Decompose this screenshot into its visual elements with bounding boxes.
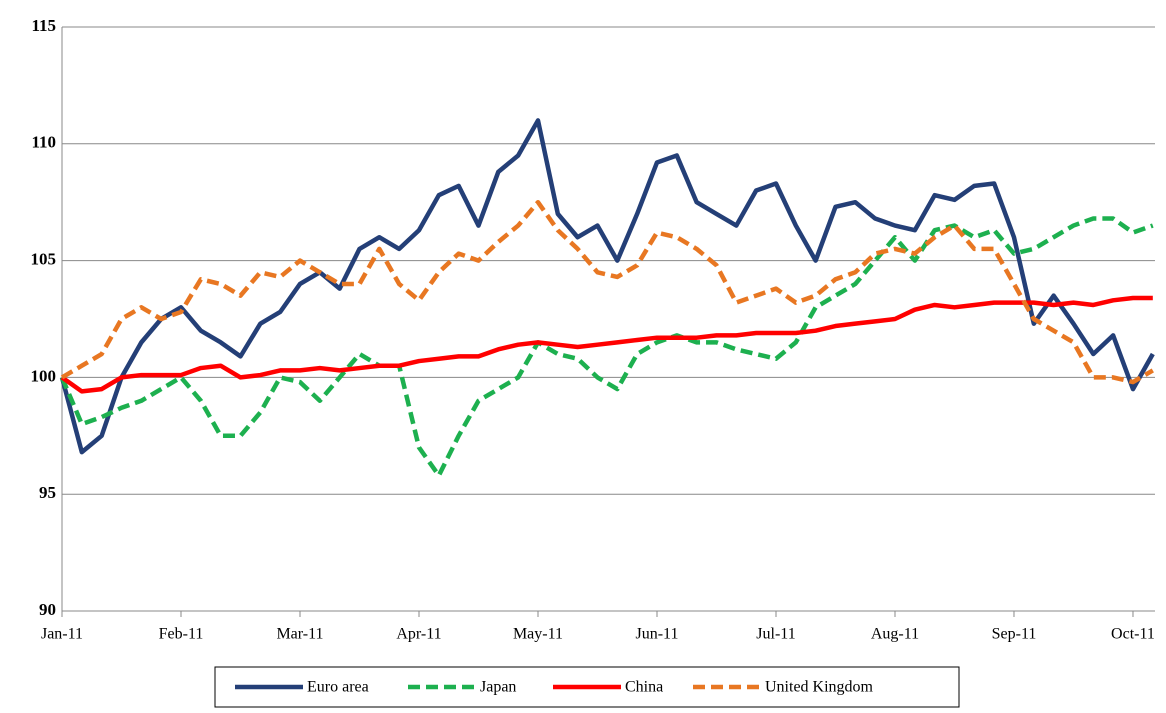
legend-label: Japan [480,679,516,696]
x-tick-label: Jul-11 [756,626,795,643]
x-tick-label: Jun-11 [636,626,679,643]
x-tick-label: Apr-11 [396,626,441,643]
y-tick-label: 90 [39,600,56,619]
legend-label: China [625,679,663,696]
y-tick-label: 115 [31,16,56,35]
x-tick-label: Jan-11 [41,626,83,643]
series-line [60,199,1154,385]
series-line [59,216,1154,478]
y-tick-label: 105 [31,250,57,269]
x-tick-label: May-11 [513,626,563,643]
series-line [59,118,1155,455]
y-tick-label: 95 [39,483,56,502]
x-tick-label: Mar-11 [276,626,323,643]
x-tick-label: Oct-11 [1111,626,1155,643]
legend-label: United Kingdom [765,679,874,696]
y-tick-label: 110 [31,133,56,152]
x-tick-label: Feb-11 [159,626,204,643]
x-tick-label: Sep-11 [992,626,1037,643]
legend-label: Euro area [307,679,369,696]
x-tick-label: Aug-11 [871,626,919,643]
y-tick-label: 100 [31,366,57,385]
series-line [60,295,1153,394]
